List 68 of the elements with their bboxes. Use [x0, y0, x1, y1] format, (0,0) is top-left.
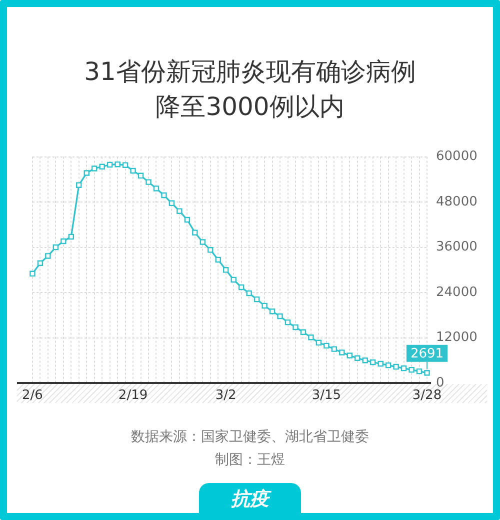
point	[223, 267, 229, 273]
point	[362, 358, 368, 364]
point	[153, 186, 160, 192]
point	[300, 329, 306, 335]
point	[339, 350, 345, 356]
y-tick-label: 24000	[436, 284, 478, 300]
point	[277, 313, 283, 320]
x-tick-label: 2/19	[118, 388, 148, 404]
point	[60, 238, 66, 244]
point	[208, 247, 214, 253]
point	[30, 270, 36, 277]
point	[292, 324, 298, 330]
x-tick-label: 3/28	[412, 388, 442, 404]
point	[393, 364, 399, 370]
point	[161, 192, 167, 198]
data-label: 2691	[410, 346, 444, 362]
point	[200, 239, 206, 245]
point	[385, 362, 392, 368]
point	[138, 172, 144, 179]
y-tick-label: 12000	[436, 330, 478, 346]
point	[176, 208, 182, 214]
point	[114, 161, 120, 168]
point	[254, 296, 260, 302]
point	[76, 182, 82, 188]
point	[146, 179, 152, 185]
point	[192, 230, 198, 236]
point	[230, 276, 236, 283]
y-tick-label: 36000	[436, 240, 478, 255]
point	[238, 284, 244, 290]
point	[99, 164, 105, 170]
chart-title: 31省份新冠肺炎现有确诊病例降至3000例以内	[83, 56, 417, 123]
point	[130, 168, 136, 174]
point	[331, 346, 338, 352]
point	[308, 334, 314, 340]
point	[246, 290, 252, 296]
point	[269, 308, 276, 314]
point	[408, 366, 414, 373]
point	[354, 355, 360, 361]
point	[45, 253, 51, 259]
point	[370, 359, 376, 366]
point	[424, 370, 430, 376]
point	[400, 365, 407, 372]
source-note: 数据来源：国家卫健委、湖北省卫健委	[130, 428, 370, 447]
point	[378, 360, 384, 367]
point	[262, 302, 268, 309]
point	[184, 216, 190, 223]
point	[416, 368, 422, 374]
point	[106, 162, 113, 168]
y-tick-label: 60000	[436, 149, 478, 164]
point	[122, 162, 128, 168]
x-tick-label: 3/2	[215, 388, 236, 404]
point	[168, 200, 175, 206]
point	[84, 170, 90, 176]
point	[316, 340, 322, 346]
x-tick-label: 3/15	[312, 388, 342, 404]
point	[68, 234, 74, 240]
x-tick-label: 2/6	[22, 388, 43, 404]
text: 制图：王煜	[214, 451, 286, 470]
y-tick-label: 0	[436, 375, 444, 390]
y-tick-label: 48000	[436, 194, 478, 210]
point	[346, 352, 352, 358]
point	[324, 342, 330, 349]
point	[37, 260, 44, 266]
point	[91, 166, 98, 172]
label-tab: 抗疫	[199, 483, 301, 514]
point	[215, 256, 221, 263]
point	[52, 244, 59, 250]
point	[284, 319, 291, 326]
